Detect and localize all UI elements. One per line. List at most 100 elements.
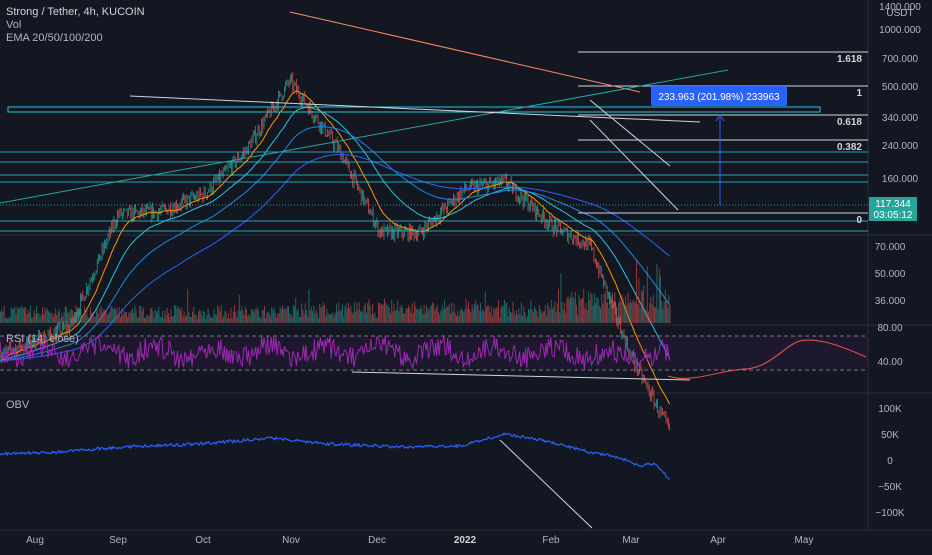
- volume-bar: [496, 307, 498, 323]
- volume-bar: [90, 307, 91, 323]
- volume-bar: [61, 313, 63, 323]
- time-tick-label: 2022: [454, 535, 477, 546]
- volume-bar: [456, 315, 457, 323]
- volume-bar: [217, 305, 219, 323]
- volume-bar: [158, 306, 160, 323]
- volume-bar: [502, 306, 504, 323]
- volume-bar: [398, 311, 400, 323]
- price-tick-label: 1000.000: [879, 25, 921, 36]
- volume-bar: [410, 312, 412, 323]
- volume-bar: [643, 285, 645, 323]
- volume-bar: [528, 308, 529, 323]
- volume-bar: [120, 316, 121, 323]
- volume-bar: [142, 307, 144, 323]
- volume-bar: [368, 299, 370, 323]
- volume-bar: [477, 304, 479, 323]
- volume-bar: [399, 307, 401, 323]
- volume-bar: [296, 310, 298, 323]
- volume-bar: [165, 314, 167, 323]
- volume-bar: [308, 289, 310, 323]
- volume-bar: [321, 307, 323, 323]
- volume-bar: [642, 291, 643, 323]
- volume-bar: [466, 308, 468, 323]
- volume-bar: [148, 315, 150, 323]
- volume-bar: [303, 313, 305, 323]
- volume-bar: [591, 294, 593, 323]
- volume-bar: [79, 308, 81, 323]
- volume-bar: [140, 306, 142, 323]
- volume-bar: [50, 313, 52, 323]
- volume-bar: [224, 311, 226, 323]
- volume-bar: [489, 311, 491, 323]
- volume-bar: [253, 312, 255, 323]
- volume-bar: [555, 311, 557, 323]
- volume-bar: [454, 313, 456, 323]
- volume-bar: [423, 304, 425, 323]
- volume-bar: [380, 304, 382, 323]
- time-tick-label: Aug: [26, 535, 44, 546]
- volume-bar: [526, 316, 528, 323]
- volume-bar: [355, 311, 357, 323]
- volume-bar: [183, 311, 185, 323]
- volume-bar: [230, 307, 232, 323]
- volume-bar: [7, 318, 9, 323]
- volume-bar: [344, 306, 346, 323]
- volume-bar: [616, 315, 618, 323]
- volume-bar: [409, 307, 411, 323]
- volume-bar: [84, 306, 85, 323]
- volume-bar: [549, 309, 551, 323]
- volume-bar: [483, 311, 485, 323]
- volume-bar: [318, 318, 319, 323]
- volume-bar: [636, 260, 637, 323]
- volume-bar: [516, 310, 517, 323]
- volume-bar: [540, 308, 541, 323]
- volume-bar: [70, 308, 72, 323]
- volume-bar: [14, 307, 16, 323]
- volume-bar: [274, 312, 276, 323]
- volume-bar: [553, 306, 555, 323]
- volume-bar: [337, 311, 339, 323]
- volume-bar: [513, 311, 515, 323]
- volume-bar: [249, 316, 251, 323]
- obv-label: OBV: [6, 399, 30, 411]
- volume-bar: [436, 304, 438, 323]
- volume-bar: [126, 312, 127, 323]
- volume-bar: [541, 313, 543, 323]
- volume-bar: [529, 309, 531, 323]
- volume-bar: [57, 311, 59, 323]
- volume-bar: [63, 311, 65, 323]
- volume-bar: [1, 309, 3, 323]
- volume-bar: [111, 306, 113, 323]
- symbol-title: Strong / Tether, 4h, KUCOIN: [6, 6, 145, 18]
- volume-bar: [411, 303, 413, 323]
- volume-bar: [301, 303, 303, 323]
- volume-bar: [28, 312, 30, 323]
- fib-level-label: 1: [856, 88, 862, 99]
- volume-bar: [494, 309, 496, 323]
- volume-bar: [130, 310, 132, 323]
- volume-bar: [42, 307, 43, 323]
- volume-bar: [163, 318, 165, 323]
- volume-bar: [297, 308, 299, 323]
- volume-bar: [448, 304, 450, 323]
- volume-bar: [668, 294, 670, 323]
- volume-bar: [104, 310, 106, 323]
- volume-bar: [58, 309, 60, 323]
- volume-bar: [522, 315, 523, 323]
- volume-bar: [182, 316, 184, 323]
- volume-bar: [64, 306, 66, 323]
- volume-bar: [277, 313, 279, 323]
- volume-bar: [619, 299, 621, 323]
- volume-bar: [631, 303, 633, 323]
- volume-bar: [548, 306, 550, 323]
- volume-bar: [235, 311, 237, 323]
- volume-bar: [81, 317, 83, 323]
- volume-bar: [381, 303, 383, 323]
- price-tick-label: 160.000: [882, 174, 919, 185]
- volume-bar: [157, 310, 159, 323]
- volume-bar: [13, 308, 15, 323]
- volume-bar: [93, 316, 95, 323]
- last-price-label: 117.344: [875, 199, 911, 210]
